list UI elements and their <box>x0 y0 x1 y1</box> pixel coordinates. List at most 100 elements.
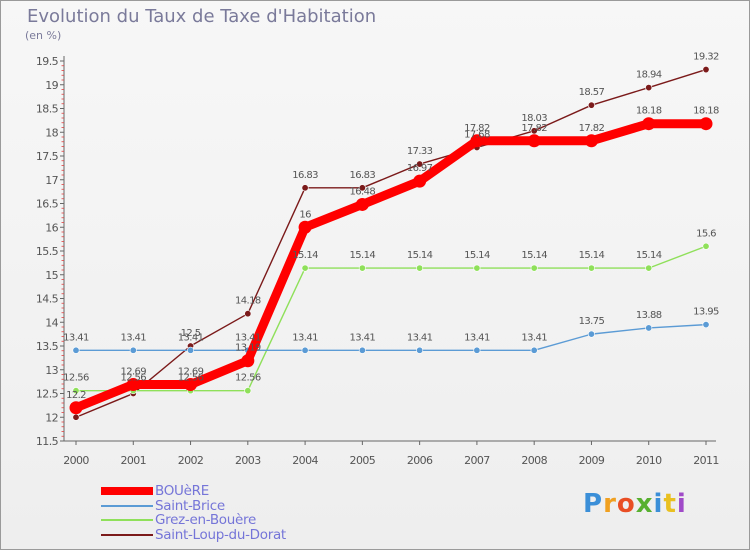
data-point-saint-loup-du-dorat <box>416 160 424 168</box>
x-tick-label: 2007 <box>464 454 490 467</box>
data-label-bou-re: 12.69 <box>178 366 204 377</box>
legend-swatch <box>101 533 153 536</box>
data-label-saint-loup-du-dorat: 19.32 <box>693 52 719 63</box>
data-label-grez-en-bou-re: 15.14 <box>464 250 490 261</box>
series-line-grez-en-bou-re <box>75 245 707 392</box>
data-label-saint-loup-du-dorat: 17.68 <box>464 129 490 140</box>
data-point-bou-re <box>69 401 83 415</box>
data-label-saint-brice: 13.88 <box>636 310 662 321</box>
data-label-grez-en-bou-re: 12.56 <box>120 373 146 384</box>
data-label-grez-en-bou-re: 12.56 <box>178 373 204 384</box>
chart-unit: (en %) <box>25 29 62 42</box>
x-tick-label: 2001 <box>120 454 146 467</box>
y-tick-label: 17.5 <box>36 150 59 163</box>
legend-label: Grez-en-Bouère <box>155 512 256 529</box>
data-label-saint-brice: 13.41 <box>350 332 376 343</box>
data-label-grez-en-bou-re: 15.14 <box>636 250 662 261</box>
logo-letter: i <box>676 489 687 519</box>
legend-swatch <box>101 504 153 507</box>
series-line-saint-brice <box>75 323 707 351</box>
y-tick-label: 16.5 <box>36 198 59 211</box>
data-point-saint-brice <box>530 346 538 354</box>
data-point-saint-brice <box>72 346 80 354</box>
legend-item: Grez-en-Bouère <box>101 512 286 529</box>
data-point-saint-loup-du-dorat <box>244 310 252 318</box>
data-point-saint-loup-du-dorat <box>645 84 653 92</box>
data-point-grez-en-bou-re <box>702 242 710 250</box>
data-label-grez-en-bou-re: 15.14 <box>521 250 547 261</box>
data-label-bou-re: 18.18 <box>693 106 719 117</box>
data-point-saint-brice <box>587 330 595 338</box>
data-label-bou-re: 16.97 <box>407 163 433 174</box>
data-point-grez-en-bou-re <box>72 387 80 395</box>
legend-swatch <box>101 487 153 496</box>
data-label-saint-brice: 13.41 <box>235 332 261 343</box>
series-line-saint-loup-du-dorat <box>75 68 707 418</box>
y-tick-label: 18 <box>45 126 58 139</box>
data-label-bou-re: 12.2 <box>66 390 86 401</box>
x-tick-label: 2005 <box>350 454 376 467</box>
data-label-saint-brice: 13.41 <box>63 332 89 343</box>
x-tick-label: 2010 <box>636 454 662 467</box>
y-tick-label: 12 <box>45 411 58 424</box>
data-point-bou-re <box>527 134 541 148</box>
data-point-bou-re <box>184 377 198 391</box>
logo-letter: r <box>603 489 617 519</box>
x-tick-label: 2004 <box>292 454 318 467</box>
legend-label: BOUèRE <box>155 483 209 500</box>
data-label-saint-brice: 13.41 <box>178 332 204 343</box>
data-label-saint-loup-du-dorat: 14.18 <box>235 296 261 307</box>
data-point-bou-re <box>126 377 140 391</box>
legend-item: BOUèRE <box>101 483 286 500</box>
data-point-grez-en-bou-re <box>530 264 538 272</box>
data-point-grez-en-bou-re <box>416 264 424 272</box>
data-point-bou-re <box>642 117 656 131</box>
data-point-bou-re <box>413 174 427 188</box>
y-tick-label: 15 <box>45 269 58 282</box>
y-tick-label: 13 <box>45 364 58 377</box>
logo-letter: o <box>616 489 636 519</box>
data-label-saint-loup-du-dorat: 18.57 <box>579 87 605 98</box>
data-label-grez-en-bou-re: 15.14 <box>579 250 605 261</box>
data-point-saint-loup-du-dorat <box>301 184 309 192</box>
data-label-bou-re: 13.19 <box>235 343 261 354</box>
data-point-grez-en-bou-re <box>301 264 309 272</box>
data-point-saint-brice <box>129 346 137 354</box>
data-label-saint-brice: 13.41 <box>292 332 318 343</box>
data-point-saint-loup-du-dorat <box>358 184 366 192</box>
data-point-grez-en-bou-re <box>473 264 481 272</box>
data-label-saint-loup-du-dorat: 18.94 <box>636 70 662 81</box>
logo-letter: P <box>583 489 604 519</box>
data-point-bou-re <box>241 354 255 368</box>
x-tick-label: 2006 <box>407 454 433 467</box>
proxiti-logo: Proxiti <box>583 489 687 519</box>
data-label-grez-en-bou-re: 15.14 <box>350 250 376 261</box>
data-label-bou-re: 17.82 <box>521 123 547 134</box>
y-tick-label: 14 <box>45 316 58 329</box>
data-label-saint-loup-du-dorat: 16.83 <box>292 170 318 181</box>
data-point-grez-en-bou-re <box>358 264 366 272</box>
x-tick-label: 2002 <box>178 454 204 467</box>
x-tick-label: 2009 <box>579 454 605 467</box>
data-label-saint-loup-du-dorat: 12.5 <box>181 328 201 339</box>
data-label-saint-brice: 13.41 <box>120 332 146 343</box>
y-tick-label: 13.5 <box>36 340 59 353</box>
data-label-saint-brice: 13.41 <box>407 332 433 343</box>
y-tick-label: 19 <box>45 79 58 92</box>
legend-swatch <box>101 519 153 522</box>
data-label-grez-en-bou-re: 15.14 <box>292 250 318 261</box>
data-point-grez-en-bou-re <box>587 264 595 272</box>
data-point-saint-brice <box>416 346 424 354</box>
data-point-grez-en-bou-re <box>244 387 252 395</box>
y-tick-label: 19.5 <box>36 55 59 68</box>
y-tick-label: 18.5 <box>36 103 59 116</box>
legend-item: Saint-Loup-du-Dorat <box>101 527 286 543</box>
data-point-saint-brice <box>187 346 195 354</box>
data-label-grez-en-bou-re: 12.56 <box>235 373 261 384</box>
legend-item: Saint-Brice <box>101 498 286 514</box>
y-tick-label: 16 <box>45 221 58 234</box>
y-tick-label: 17 <box>45 174 58 187</box>
data-point-saint-loup-du-dorat <box>72 413 80 421</box>
